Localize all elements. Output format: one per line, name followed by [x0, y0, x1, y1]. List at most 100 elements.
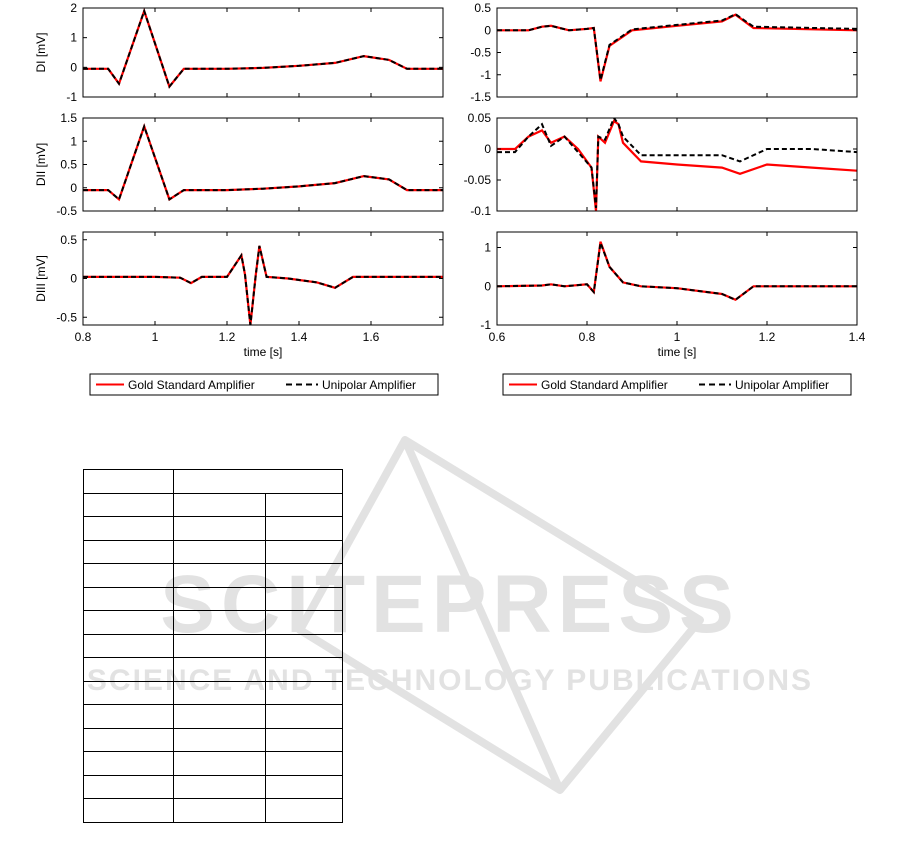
series-unipolar-line — [83, 245, 443, 325]
axes-frame — [82, 7, 444, 98]
x-tick-label: 0.8 — [579, 330, 596, 344]
x-tick-label: 1 — [152, 330, 159, 344]
chart-panel-left-middle: 1.5 1 0.5 0 -0.5 DII [mV] — [34, 111, 444, 218]
table-row — [83, 704, 343, 729]
table-cell — [83, 798, 174, 823]
table-row — [83, 751, 343, 776]
table-cell — [83, 610, 174, 635]
legend-right: Gold Standard Amplifier Unipolar Amplifi… — [502, 373, 852, 396]
legend-left: Gold Standard Amplifier Unipolar Amplifi… — [89, 373, 439, 396]
series-unipolar-line — [497, 118, 857, 209]
table-row — [83, 680, 343, 705]
x-axis-label: time [s] — [658, 345, 697, 359]
y-axis-label: DI [mV] — [34, 32, 48, 72]
axes-frame — [496, 7, 858, 98]
table-row — [83, 492, 343, 517]
table-cell — [83, 657, 174, 682]
table-cell — [173, 563, 266, 588]
table-row — [83, 657, 343, 682]
y-tick-label: -1 — [66, 90, 77, 104]
table-cell — [173, 586, 266, 611]
table-row — [83, 798, 343, 823]
series-unipolar-line — [497, 242, 857, 301]
table-cell — [173, 539, 266, 564]
table-cell — [265, 657, 343, 682]
x-axis-label: time [s] — [244, 345, 283, 359]
series-gold-standard-line — [497, 241, 857, 302]
table-cell — [173, 751, 266, 776]
table-row — [83, 563, 343, 588]
table-row — [83, 586, 343, 611]
y-tick-label: -0.1 — [470, 204, 491, 218]
x-tick-label: 0.8 — [75, 330, 92, 344]
series-gold-standard-line — [497, 119, 857, 211]
table-cell — [265, 774, 343, 799]
table-cell — [265, 563, 343, 588]
y-tick-label: 1 — [484, 241, 491, 255]
table-cell — [83, 751, 174, 776]
table-row — [83, 516, 343, 541]
table-cell — [173, 657, 266, 682]
table-cell — [265, 610, 343, 635]
table-cell — [83, 492, 174, 517]
y-tick-label: -1 — [480, 68, 491, 82]
x-tick-label: 1.2 — [219, 330, 236, 344]
y-tick-label: 0 — [70, 272, 77, 286]
chart-panel-right-top: 0.5 0 -0.5 -1 -1.5 — [470, 1, 858, 104]
table-cell — [83, 586, 174, 611]
chart-panel-right-bottom: 1 0 -10.6 0.8 1 1.2 1.4 time [s] — [480, 231, 866, 359]
legend-left-gold-label: Gold Standard Amplifier — [128, 378, 255, 392]
y-tick-label: 0.5 — [474, 1, 491, 15]
table-cell — [83, 727, 174, 752]
legend-left-unipolar-label: Unipolar Amplifier — [322, 378, 416, 392]
table-cell — [265, 539, 343, 564]
table-cell — [265, 586, 343, 611]
y-tick-label: -0.05 — [464, 173, 492, 187]
table-cell — [173, 492, 266, 517]
y-tick-label: 0 — [70, 60, 77, 74]
chart-panel-left-bottom: 0.5 0 -0.5 0.8 1 1.2 1.4 1.6 DIII [mV] time [s] — [34, 231, 444, 359]
table-cell — [265, 680, 343, 705]
table-row — [83, 727, 343, 752]
table-cell — [83, 704, 174, 729]
table-row — [83, 469, 343, 494]
y-tick-label: 1 — [70, 134, 77, 148]
table-row — [83, 539, 343, 564]
table-cell — [173, 516, 266, 541]
axes-frame — [82, 231, 444, 326]
table-cell — [265, 516, 343, 541]
legend-right-unipolar-label: Unipolar Amplifier — [735, 378, 829, 392]
ecg-comparison-figure: Gold Standard Amplifier Unipolar Amplifi… — [34, 1, 866, 396]
y-tick-label: -0.5 — [56, 204, 77, 218]
y-tick-label: -0.5 — [470, 46, 491, 60]
y-tick-label: 2 — [70, 1, 77, 15]
table-cell — [265, 751, 343, 776]
y-tick-label: 0 — [484, 142, 491, 156]
series-gold-standard-line — [83, 8, 443, 89]
table-cell — [83, 539, 174, 564]
series-unipolar-line — [83, 8, 443, 89]
table-cell — [265, 492, 343, 517]
x-tick-label: 1.2 — [759, 330, 776, 344]
y-tick-label: 0 — [484, 279, 491, 293]
y-tick-label: 0 — [484, 23, 491, 37]
chart-panel-left-top: 2 1 0 -1 DI [mV] — [34, 1, 444, 104]
y-tick-label: 0.5 — [60, 158, 77, 172]
y-tick-label: 0.5 — [60, 233, 77, 247]
y-tick-label: 1 — [70, 31, 77, 45]
table-cell — [173, 774, 266, 799]
chart-panel-right-middle: 0.05 0 -0.05 -0.1 — [464, 111, 858, 218]
table-cell — [83, 633, 174, 658]
table-cell — [83, 680, 174, 705]
y-tick-label: -0.5 — [56, 310, 77, 324]
series-gold-standard-line — [83, 245, 443, 325]
table-cell — [173, 610, 266, 635]
legend-right-gold-label: Gold Standard Amplifier — [541, 378, 668, 392]
y-axis-label: DII [mV] — [34, 143, 48, 186]
table-cell — [83, 469, 174, 494]
axes-frame — [82, 117, 444, 212]
x-tick-label: 1.4 — [291, 330, 308, 344]
axes-frame — [496, 231, 858, 326]
table-cell — [265, 727, 343, 752]
table-cell — [173, 633, 266, 658]
